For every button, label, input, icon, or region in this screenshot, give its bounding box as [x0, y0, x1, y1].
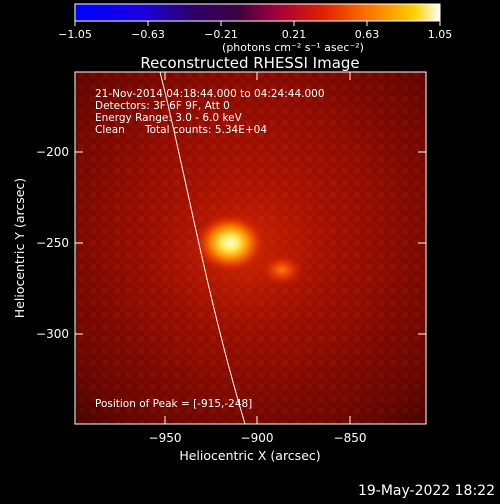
y-axis: −200 −250 −300: [36, 145, 426, 341]
peak-position-text: Position of Peak = [-915,-248]: [95, 398, 252, 410]
x-axis: −950 −900 −850: [149, 72, 367, 445]
colorbar-tick-label: 1.05: [428, 28, 453, 41]
colorbar-unit-label: (photons cm⁻² s⁻¹ asec⁻²): [222, 41, 364, 54]
main-source: [194, 213, 266, 273]
y-axis-title: Heliocentric Y (arcsec): [12, 178, 27, 318]
energy-range-text: Energy Range: 3.0 - 6.0 keV: [95, 112, 243, 124]
solar-limb-line: [159, 72, 246, 424]
x-tick-label: −850: [334, 431, 367, 445]
colorbar-tick-label: −1.05: [58, 28, 92, 41]
plot-frame: [74, 71, 427, 425]
x-axis-title: Heliocentric X (arcsec): [179, 448, 320, 463]
annotations: 21-Nov-2014 04:18:44.000 to 04:24:44.000…: [95, 88, 325, 410]
plot-title: Reconstructed RHESSI Image: [140, 54, 359, 72]
colorbar-tick-label: 0.63: [355, 28, 380, 41]
colorbar-gradient: [74, 3, 441, 22]
x-tick-label: −950: [149, 431, 182, 445]
time-range-text: 21-Nov-2014 04:18:44.000 to 04:24:44.000: [95, 88, 325, 100]
total-counts-text: Total counts: 5.34E+04: [144, 124, 267, 136]
y-tick-label: −250: [36, 236, 69, 250]
colorbar-tick-label: −0.63: [131, 28, 165, 41]
x-tick-label: −900: [241, 431, 274, 445]
detectors-text: Detectors: 3F 6F 9F, Att 0: [95, 100, 230, 112]
y-tick-label: −200: [36, 145, 69, 159]
colorbar-tick-label: −0.21: [204, 28, 238, 41]
colorbar-ticks: −1.05 −0.63 −0.21 0.21 0.63 1.05: [58, 21, 452, 41]
method-text: Clean: [95, 124, 125, 136]
image-area: [75, 72, 426, 424]
colorbar-tick-label: 0.21: [282, 28, 307, 41]
y-tick-label: −300: [36, 327, 69, 341]
footer-timestamp: 19-May-2022 18:22: [358, 483, 495, 499]
secondary-source: [260, 254, 304, 286]
colorbar: −1.05 −0.63 −0.21 0.21 0.63 1.05 (photons cm⁻…: [58, 3, 452, 54]
